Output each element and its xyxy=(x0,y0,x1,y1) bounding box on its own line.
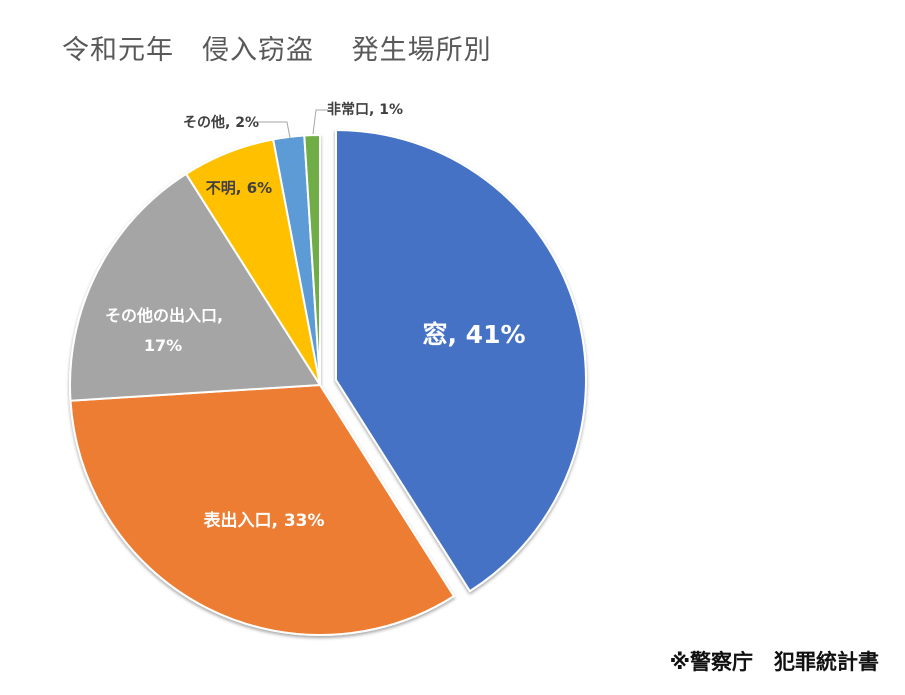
chart-title: 令和元年 侵入窃盗 発生場所別 xyxy=(62,35,492,66)
slice-other-entrance[interactable] xyxy=(69,172,322,402)
data-label-other-entrance-line1: その他の出入口, xyxy=(105,306,223,325)
source-note: ※警察庁 犯罪統計書 xyxy=(669,650,879,674)
data-label-other: その他, 2% xyxy=(183,114,259,131)
data-label-emergency-exit: 非常口, 1% xyxy=(327,101,403,118)
slice-emergency-exit[interactable] xyxy=(303,133,321,386)
leader-line-other xyxy=(256,121,291,139)
slice-front-entrance[interactable] xyxy=(69,383,456,636)
data-label-unknown: 不明, 6% xyxy=(206,179,272,197)
slice-window[interactable] xyxy=(335,128,587,593)
data-label-window: 窓, 41% xyxy=(422,320,525,349)
data-label-front-entrance: 表出入口, 33% xyxy=(203,510,324,531)
leader-line-emergency-exit xyxy=(312,109,328,135)
data-label-other-entrance-line2: 17% xyxy=(144,336,182,355)
